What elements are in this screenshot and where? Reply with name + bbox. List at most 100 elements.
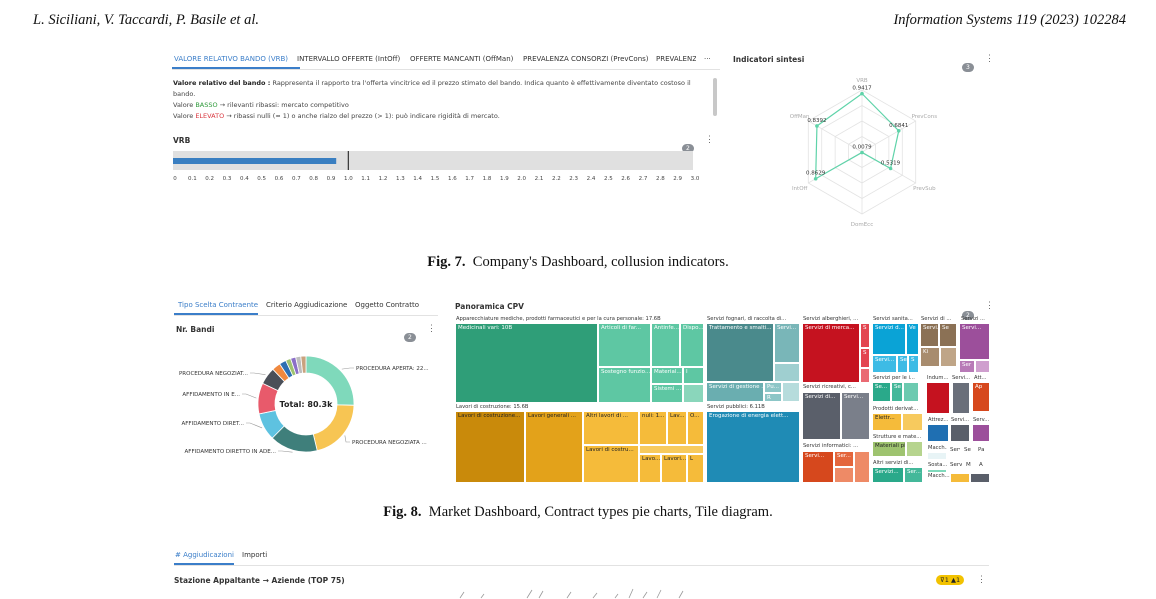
tm-cell[interactable] [926,382,950,414]
tm-cell[interactable] [774,363,800,382]
pie-menu-icon[interactable]: ⋮ [427,323,436,333]
tm-cell[interactable]: Servizi di... [802,392,841,440]
tm-cell[interactable] [972,424,990,442]
tm-cell[interactable]: Servizi... [872,467,904,483]
tm-cell[interactable]: Pa [975,445,990,460]
tm-cell[interactable] [782,382,800,402]
radar-point[interactable] [813,176,818,181]
tm-cell[interactable] [639,445,704,454]
tm-cell[interactable] [927,469,947,473]
tab-offman[interactable]: OFFERTE MANCANTI (OffMan) [410,55,514,63]
tab-aggiudicazioni[interactable]: # Aggiudicazioni [175,551,234,559]
tm-cell[interactable]: Servi... [802,451,834,483]
tm-cell[interactable]: Se [961,445,975,460]
donut-slice[interactable] [300,355,307,374]
tm-cell[interactable]: Servi... [841,392,870,440]
tm-cell[interactable]: Servi... [920,323,939,347]
radar-point[interactable] [860,150,864,155]
tm-cell[interactable]: Sistemi ... [651,384,683,403]
vrb-badge[interactable]: 2 [682,135,694,154]
tab-criterio[interactable]: Criterio Aggiudicazione [266,301,348,309]
tm-cell[interactable]: Servizi di gestione ... [706,382,764,402]
radar-menu-icon[interactable]: ⋮ [985,53,994,63]
vrb-menu-icon[interactable]: ⋮ [705,134,714,144]
tm-cell[interactable]: S [860,323,870,348]
tm-cell[interactable] [903,382,919,402]
donut-slice[interactable] [305,355,355,406]
tm-cell[interactable]: Lavori generali ... [525,411,583,483]
tm-cell[interactable]: Ser... [834,451,854,467]
tm-cell[interactable]: Servi... [959,323,990,360]
tm-cell[interactable] [952,382,970,414]
tm-cell[interactable]: Dispo... [680,323,704,367]
tm-cell[interactable] [854,451,870,483]
tm-cell[interactable]: Servizi di merca... [802,323,860,383]
treemap-menu-icon[interactable]: ⋮ [985,300,994,310]
tab-prevalenza[interactable]: PREVALENZ [656,55,696,63]
tm-cell[interactable]: Se... [872,382,891,402]
tm-cell[interactable] [970,473,990,483]
tab-intoff[interactable]: INTERVALLO OFFERTE (IntOff) [297,55,401,63]
tm-cell[interactable]: nuli: 1... [639,411,667,445]
tab-tipo-scelta[interactable]: Tipo Scelta Contraente [178,301,259,309]
tm-cell[interactable]: L [687,454,704,483]
tm-cell[interactable]: Material... [651,367,683,384]
tm-cell[interactable]: M [963,460,976,472]
radar-point[interactable] [815,124,819,128]
tm-cell[interactable]: Se [897,355,908,373]
donut-slice[interactable] [312,404,355,452]
tm-cell[interactable]: A [976,460,990,472]
treemap-badge[interactable]: 2 [962,302,974,321]
tm-cell[interactable]: R [764,393,782,402]
tm-cell[interactable]: Ve [906,323,919,355]
tm-cell[interactable] [902,413,923,431]
tm-cell[interactable] [950,424,970,442]
tm-cell[interactable]: Elettr... [872,413,902,431]
tm-cell[interactable]: Materiali pi... [872,441,906,457]
fig9-menu-icon[interactable]: ⋮ [977,574,986,584]
tabs-more-icon[interactable]: ··· [704,55,711,63]
radar-point[interactable] [860,91,864,96]
tm-cell[interactable]: Servi... [774,323,800,363]
tm-cell[interactable]: Antinfe... [651,323,680,367]
pie-badge[interactable]: 2 [404,324,416,343]
tm-cell[interactable] [834,467,854,483]
tm-cell[interactable]: Trattamento e smalti... [706,323,774,382]
tm-cell[interactable]: Articoli di far... [598,323,651,367]
tm-cell[interactable]: Lav... [667,411,687,445]
tm-cell[interactable]: Pu... [764,382,782,393]
radar-point[interactable] [888,166,893,171]
tm-cell[interactable]: Servizi d... [872,323,906,355]
tm-cell[interactable] [927,424,949,442]
tm-cell[interactable] [950,473,970,483]
tm-cell[interactable]: Servizi... [947,445,961,460]
tm-cell[interactable]: O... [687,411,704,445]
tm-cell[interactable]: Ki [920,347,940,367]
radar-badge[interactable]: 3 [962,54,974,73]
tm-cell[interactable]: Ser [959,360,975,373]
tm-cell[interactable]: Lavo... [639,454,661,483]
tm-cell[interactable]: Lavori... [661,454,687,483]
tm-cell[interactable]: Servi... [872,355,897,373]
tm-cell[interactable]: Lavori di costru... [583,445,639,483]
tm-cell[interactable] [927,452,947,460]
tm-cell[interactable]: I [683,367,704,384]
tab-prevcons[interactable]: PREVALENZA CONSORZI (PrevCons) [523,55,649,63]
tab-importi[interactable]: Importi [242,551,268,559]
tm-cell[interactable]: Se [939,323,957,347]
tab-oggetto[interactable]: Oggetto Contratto [355,301,419,309]
tab-vrb[interactable]: VALORE RELATIVO BANDO (VRB) [174,55,289,63]
tm-cell[interactable]: Altri lavori di ... [583,411,639,445]
tm-cell[interactable]: Ser... [904,467,923,483]
description-scrollbar[interactable] [712,72,718,126]
radar-point[interactable] [896,128,901,133]
tm-cell[interactable]: Ap [972,382,990,412]
tm-cell[interactable]: Sostegno funzio... [598,367,651,403]
tm-cell[interactable]: Medicinali vari: 10B [455,323,598,403]
tm-cell[interactable]: Lavori di costruzione... [455,411,525,483]
tm-cell[interactable] [975,360,990,373]
tm-cell[interactable] [860,368,870,383]
tm-cell[interactable]: S [860,348,870,368]
tm-cell[interactable] [906,441,923,457]
tm-cell[interactable]: Se [891,382,903,402]
